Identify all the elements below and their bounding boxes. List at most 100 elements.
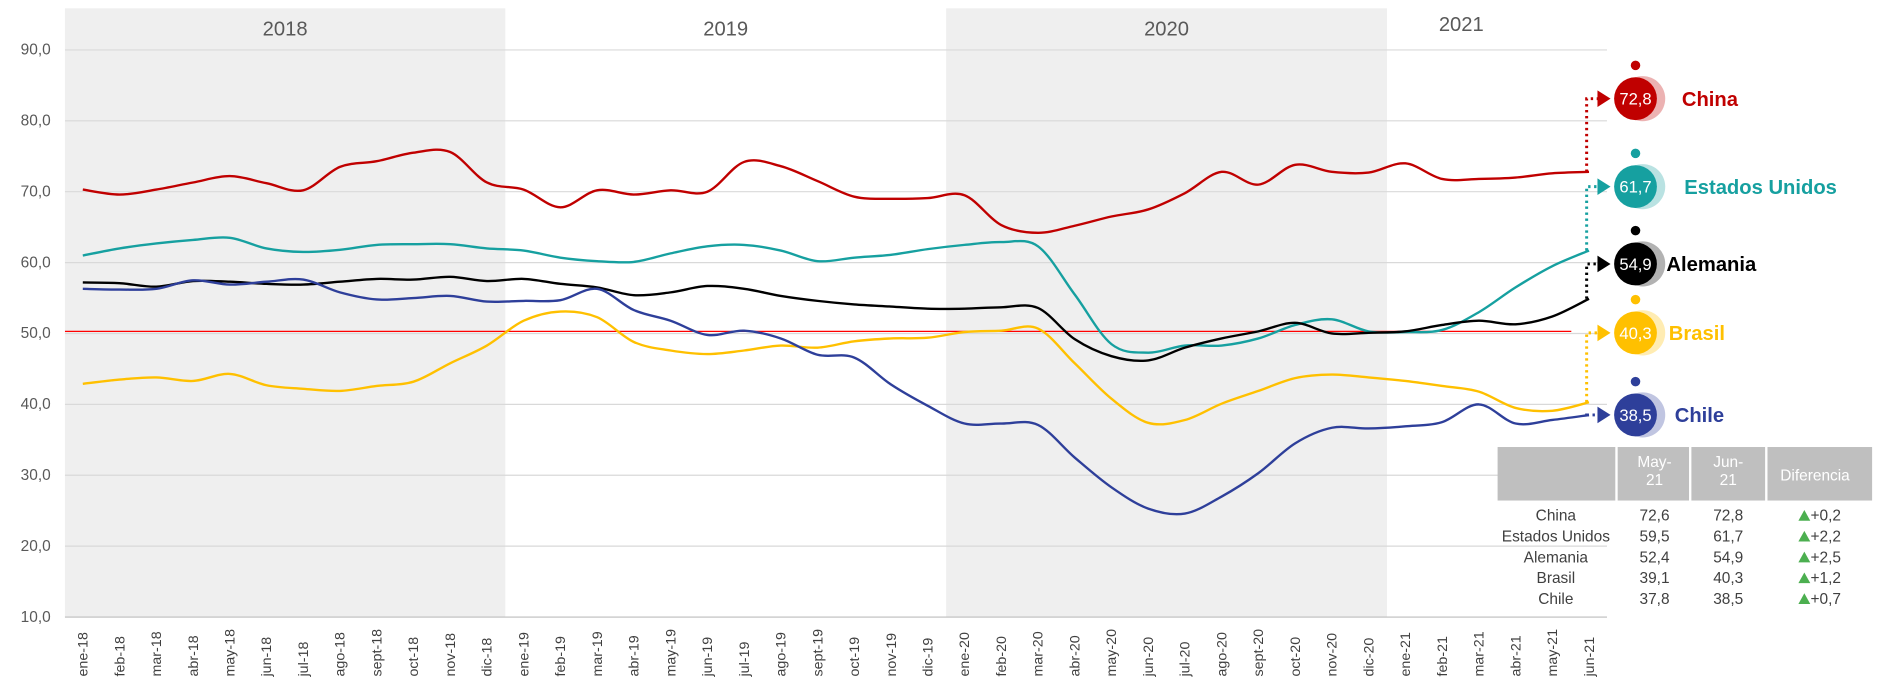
- x-tick-label: sept-18: [369, 629, 385, 677]
- x-tick-label: nov-19: [884, 633, 900, 677]
- table-cell: 72,8: [1713, 508, 1743, 525]
- arrow-head: [1597, 256, 1610, 273]
- x-tick-label: jun-19: [700, 637, 716, 678]
- table-cell: 38,5: [1713, 591, 1743, 608]
- table-cell: 40,3: [1713, 570, 1743, 587]
- table-cell: Estados Unidos: [1502, 529, 1610, 546]
- x-tick-label: nov-20: [1325, 633, 1341, 677]
- x-tick-label: oct-19: [847, 637, 863, 677]
- x-tick-label: dic-18: [480, 638, 496, 677]
- x-tick-label: sept-19: [810, 629, 826, 677]
- x-tick-label: may-21: [1545, 629, 1561, 677]
- x-tick-label: oct-18: [406, 637, 422, 677]
- x-tick-label: ene-19: [516, 632, 532, 676]
- table-cell: 52,4: [1640, 549, 1670, 566]
- y-tick-label: 40,0: [21, 396, 51, 413]
- legend-label: Chile: [1675, 405, 1724, 427]
- y-tick-label: 50,0: [21, 325, 51, 342]
- x-tick-label: jun-18: [259, 637, 275, 678]
- x-tick-label: abr-20: [1067, 635, 1083, 676]
- connector: [1587, 99, 1599, 172]
- x-tick-label: feb-19: [553, 636, 569, 676]
- arrow-head: [1597, 407, 1610, 424]
- year-label: 2019: [703, 19, 748, 41]
- up-triangle: [1798, 593, 1810, 604]
- year-label: 2021: [1439, 14, 1484, 36]
- arrow-head: [1597, 178, 1610, 195]
- table-cell: Brasil: [1537, 570, 1576, 587]
- table-cell: +0,7: [1810, 591, 1840, 608]
- x-tick-label: mar-21: [1472, 631, 1488, 676]
- table-cell: +2,5: [1810, 549, 1840, 566]
- badge-value: 38,5: [1619, 406, 1651, 425]
- badge-dot: [1631, 295, 1641, 305]
- x-tick-label: dic-20: [1361, 638, 1377, 677]
- x-tick-label: mar-18: [149, 631, 165, 676]
- table-cell: +1,2: [1810, 570, 1840, 587]
- table-cell: Chile: [1538, 591, 1573, 608]
- x-tick-label: jul-19: [737, 642, 753, 678]
- table-cell: 72,6: [1640, 508, 1670, 525]
- x-tick-label: nov-18: [443, 633, 459, 677]
- x-tick-label: may-19: [663, 629, 679, 677]
- x-tick-label: feb-18: [112, 636, 128, 676]
- x-tick-label: ago-20: [1214, 632, 1230, 676]
- y-tick-label: 60,0: [21, 254, 51, 271]
- y-tick-label: 10,0: [21, 609, 51, 626]
- connector: [1587, 187, 1599, 251]
- year-label: 2020: [1144, 19, 1189, 41]
- x-tick-label: feb-21: [1435, 636, 1451, 676]
- year-band: [65, 8, 505, 617]
- table-cell: +2,2: [1810, 529, 1840, 546]
- arrow-head: [1597, 325, 1610, 342]
- table-cell: 37,8: [1640, 591, 1670, 608]
- x-tick-label: oct-20: [1288, 637, 1304, 677]
- x-tick-label: ene-18: [76, 632, 92, 676]
- x-tick-label: jun-21: [1582, 637, 1598, 678]
- table-cell: Alemania: [1524, 549, 1589, 566]
- x-tick-label: mar-19: [590, 631, 606, 676]
- x-tick-label: ene-21: [1398, 632, 1414, 676]
- legend-label: China: [1682, 89, 1739, 111]
- x-tick-label: ago-18: [333, 632, 349, 676]
- x-tick-label: abr-18: [186, 635, 202, 676]
- x-tick-label: ago-19: [774, 632, 790, 676]
- up-triangle: [1798, 510, 1810, 521]
- connector: [1587, 333, 1599, 402]
- badge-value: 40,3: [1619, 324, 1651, 343]
- table-cell: 59,5: [1640, 529, 1670, 546]
- legend-label: Brasil: [1669, 323, 1725, 345]
- up-triangle: [1798, 572, 1810, 583]
- badge-value: 72,8: [1619, 90, 1651, 109]
- arrow-head: [1597, 90, 1610, 107]
- y-tick-label: 90,0: [21, 42, 51, 59]
- x-tick-label: jun-20: [1141, 637, 1157, 678]
- legend-label: Estados Unidos: [1684, 177, 1837, 199]
- table-cell: China: [1536, 508, 1577, 525]
- table-cell: 61,7: [1713, 529, 1743, 546]
- x-tick-label: ene-20: [957, 632, 973, 676]
- table-cell: +0,2: [1810, 508, 1840, 525]
- badge-value: 61,7: [1619, 178, 1651, 197]
- year-label: 2018: [263, 19, 308, 41]
- year-band: [946, 8, 1387, 617]
- table-cell: 54,9: [1713, 549, 1743, 566]
- up-triangle: [1798, 531, 1810, 542]
- x-tick-label: abr-21: [1508, 635, 1524, 676]
- badge-dot: [1631, 377, 1641, 387]
- x-tick-label: mar-20: [1031, 631, 1047, 676]
- x-tick-label: dic-19: [921, 638, 937, 677]
- y-tick-label: 30,0: [21, 467, 51, 484]
- legend-label: Alemania: [1666, 254, 1757, 276]
- up-triangle: [1798, 552, 1810, 563]
- badge-dot: [1631, 226, 1641, 236]
- table-header-cell: Diferencia: [1780, 467, 1850, 484]
- badge-value: 54,9: [1619, 255, 1651, 274]
- y-tick-label: 80,0: [21, 113, 51, 130]
- x-tick-label: may-18: [223, 629, 239, 677]
- y-tick-label: 70,0: [21, 183, 51, 200]
- x-tick-label: abr-19: [627, 635, 643, 676]
- x-tick-label: sept-20: [1251, 629, 1267, 677]
- connector: [1587, 264, 1599, 299]
